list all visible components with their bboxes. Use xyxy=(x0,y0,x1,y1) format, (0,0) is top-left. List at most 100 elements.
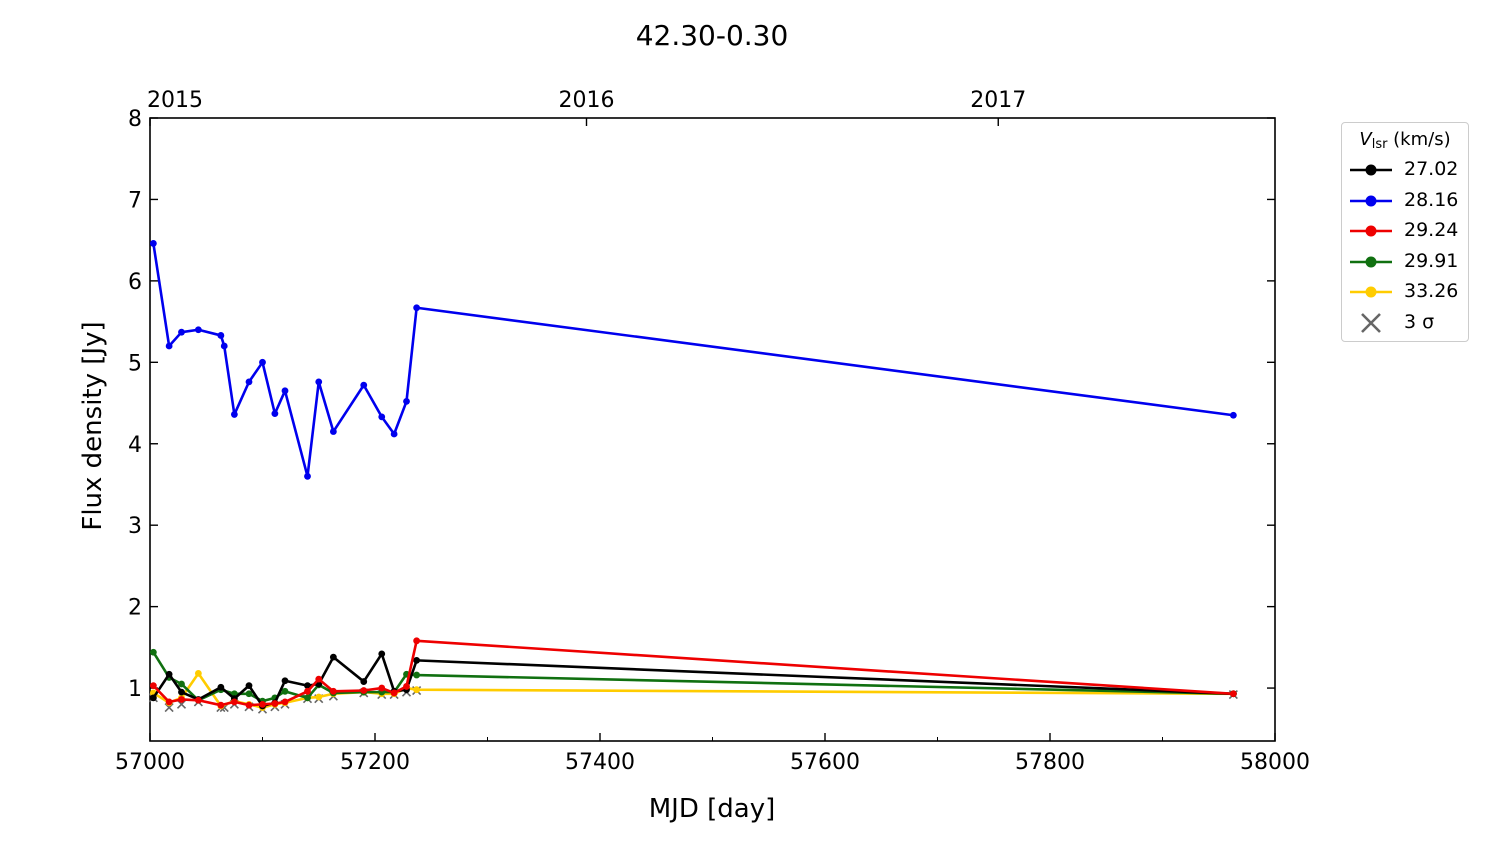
data-point xyxy=(178,688,185,696)
x-tick-label: 57400 xyxy=(565,750,635,775)
data-point xyxy=(1229,411,1237,419)
top-tick-label: 2015 xyxy=(147,88,203,113)
y-tick-label: 7 xyxy=(128,188,142,213)
legend-label: 29.24 xyxy=(1404,219,1459,241)
legend-item: 29.24 xyxy=(1348,218,1466,244)
data-point xyxy=(194,670,202,677)
axis-ticks: 57000 57200 57400 57600 57800 580001234567820… xyxy=(115,88,1310,775)
sigma-marker xyxy=(164,703,174,713)
legend-item: 28.16 xyxy=(1348,188,1466,214)
data-point xyxy=(329,428,337,435)
data-point xyxy=(259,358,266,366)
series-layer xyxy=(148,240,1238,714)
legend-swatch-marker xyxy=(1365,286,1377,298)
data-point xyxy=(178,696,185,703)
series-28.16 xyxy=(149,240,1237,480)
data-point xyxy=(194,696,202,704)
legend-swatch-marker xyxy=(1365,164,1377,176)
data-point xyxy=(149,694,157,702)
legend-swatch xyxy=(1350,225,1392,237)
legend-swatch xyxy=(1350,286,1392,298)
y-tick-label: 5 xyxy=(128,351,142,376)
data-point xyxy=(149,682,157,690)
legend-swatch xyxy=(1350,164,1392,176)
data-point xyxy=(149,648,157,656)
data-point xyxy=(360,678,368,685)
data-point xyxy=(413,637,421,645)
legend-label: 27.02 xyxy=(1404,158,1459,180)
y-tick-label: 3 xyxy=(128,514,142,539)
data-point xyxy=(259,700,266,708)
data-point xyxy=(304,472,311,480)
top-tick-label: 2016 xyxy=(559,88,615,113)
legend-item: 33.26 xyxy=(1348,279,1466,305)
data-point xyxy=(329,653,337,661)
data-point xyxy=(403,683,410,690)
legend-label: 28.16 xyxy=(1404,188,1459,211)
data-point xyxy=(413,671,421,679)
legend-swatch-marker xyxy=(1365,256,1377,267)
data-point xyxy=(245,682,253,690)
series-line xyxy=(152,243,1234,478)
legend-item: 27.02 xyxy=(1348,157,1466,183)
data-point xyxy=(378,413,386,421)
data-point xyxy=(304,682,311,690)
data-point xyxy=(304,694,311,702)
data-point xyxy=(165,698,173,706)
data-point xyxy=(217,683,225,691)
legend-item: 29.91 xyxy=(1348,249,1466,275)
y-tick-label: 6 xyxy=(128,270,142,295)
y-tick-label: 8 xyxy=(128,107,142,132)
series-29.24 xyxy=(149,637,1237,709)
data-point xyxy=(245,378,253,386)
data-point xyxy=(315,675,323,683)
data-point xyxy=(413,304,421,312)
data-point xyxy=(413,686,421,694)
data-point xyxy=(360,687,368,694)
data-point xyxy=(315,378,323,386)
data-point xyxy=(245,701,253,709)
legend-swatch-marker xyxy=(1365,225,1377,237)
data-point xyxy=(329,687,337,695)
data-point xyxy=(390,689,398,697)
data-point xyxy=(271,700,279,707)
legend-label: 3 σ xyxy=(1404,310,1435,333)
data-point xyxy=(230,698,238,706)
legend: Vlsr (km/s) 27.02 28.16 29.24 29.91 33.26 3 σ xyxy=(1341,122,1469,342)
data-point xyxy=(217,701,225,709)
data-point xyxy=(315,693,323,701)
data-point xyxy=(217,332,225,339)
sigma-marker xyxy=(176,699,187,709)
data-point xyxy=(178,328,185,336)
chart-title: 42.30-0.30 xyxy=(636,19,789,52)
data-point xyxy=(390,430,398,438)
data-point xyxy=(165,342,173,350)
data-point xyxy=(230,411,238,418)
x-tick-label: 58000 xyxy=(1240,750,1310,775)
data-point xyxy=(281,687,289,695)
x-tick-label: 57200 xyxy=(340,750,410,775)
data-point xyxy=(281,698,289,706)
top-tick-label: 2017 xyxy=(970,88,1026,113)
data-point xyxy=(413,656,421,664)
data-point xyxy=(281,677,289,685)
y-tick-label: 2 xyxy=(128,596,142,621)
y-tick-label: 1 xyxy=(128,677,142,702)
data-point xyxy=(403,398,410,405)
data-point xyxy=(245,690,253,698)
legend-swatch-marker xyxy=(1365,195,1377,206)
legend-title: Vlsr (km/s) xyxy=(1359,129,1451,152)
data-point xyxy=(378,684,386,692)
data-point xyxy=(165,670,173,678)
data-point xyxy=(1229,690,1237,698)
legend-item: 3 σ xyxy=(1348,310,1466,336)
legend-swatch xyxy=(1350,195,1392,206)
legend-swatch xyxy=(1361,312,1381,333)
data-point xyxy=(304,687,311,695)
data-point xyxy=(360,381,368,389)
legend-swatch-x xyxy=(1361,312,1381,333)
data-point xyxy=(271,410,279,418)
legend-label: 29.91 xyxy=(1404,249,1459,272)
x-tick-label: 57000 xyxy=(115,750,185,775)
